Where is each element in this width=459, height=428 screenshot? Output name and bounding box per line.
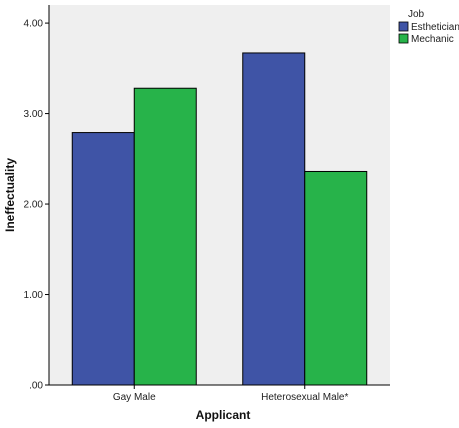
y-tick-label: 3.00 [24, 109, 44, 120]
y-axis-title: Ineffectuality [3, 158, 17, 232]
x-axis-title: Applicant [196, 408, 251, 422]
y-ticks-group: .00 1.00 2.00 3.00 4.00 [24, 19, 49, 392]
x-tick-label: Gay Male [113, 392, 156, 403]
y-tick-label: 1.00 [24, 290, 44, 301]
y-tick-label: 2.00 [24, 200, 44, 211]
bar-mechanic-1 [304, 170, 368, 386]
x-ticks-group: Gay Male Heterosexual Male* [113, 385, 348, 403]
legend-title: Job [408, 9, 425, 20]
legend-label-esthetician: Esthetician [411, 22, 459, 33]
x-tick-label: Heterosexual Male* [261, 392, 348, 403]
y-tick-label: 4.00 [24, 19, 44, 30]
axes-group [48, 5, 390, 386]
legend-label-mechanic: Mechanic [411, 34, 454, 45]
legend-swatch-esthetician [398, 21, 409, 32]
legend-swatch-mechanic [398, 33, 409, 44]
bar-esthetician-1 [242, 52, 306, 386]
bar-esthetician-0 [71, 132, 135, 386]
bar-mechanic-0 [133, 87, 197, 386]
y-tick-label: .00 [29, 381, 43, 392]
bars-group [71, 52, 368, 386]
